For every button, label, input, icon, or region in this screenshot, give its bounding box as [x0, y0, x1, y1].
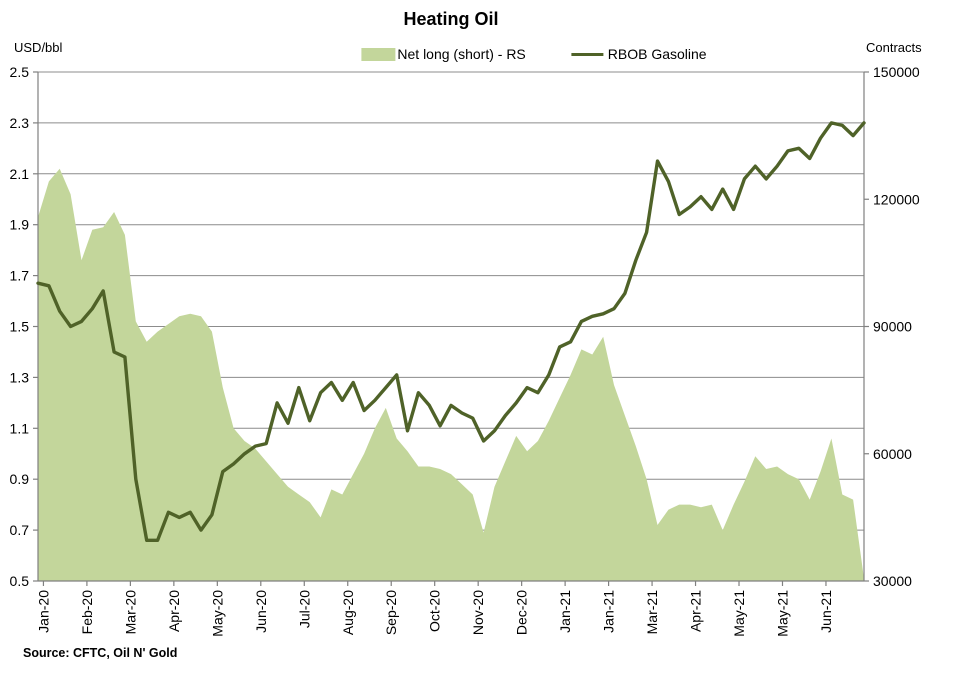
left-axis-tick-label: 0.5	[10, 573, 30, 589]
x-axis-tick-label: Jan-21	[601, 590, 617, 633]
left-axis-tick-label: 1.9	[10, 217, 30, 233]
chart-title: Heating Oil	[403, 9, 499, 29]
right-axis-tick-label: 30000	[873, 573, 912, 589]
area-series-net-long	[38, 168, 864, 581]
line-swatch-icon	[571, 52, 604, 56]
axes	[33, 71, 869, 586]
x-axis-tick-label: Dec-20	[514, 590, 530, 635]
x-axis-tick-label: Jun-21	[818, 590, 834, 633]
x-axis-tick-label: May-21	[731, 590, 747, 637]
left-axis-tick-label: 0.7	[10, 522, 30, 538]
right-axis-tick-label: 150000	[873, 64, 920, 80]
right-axis-tick-label: 60000	[873, 446, 912, 462]
x-axis-tick-label: Jul-20	[296, 590, 312, 628]
right-axis-labels: 150000 120000 90000 60000 30000	[873, 64, 920, 589]
left-axis-tick-label: 2.3	[10, 115, 30, 131]
left-axis-tick-label: 2.1	[10, 166, 30, 182]
left-axis-tick-label: 1.3	[10, 369, 30, 385]
x-axis-labels: Jan-20 Feb-20 Mar-20 Apr-20 May-20 Jun-20 Jul-…	[35, 590, 834, 637]
source-note: Source: CFTC, Oil N' Gold	[23, 646, 178, 660]
line-series-rbob	[36, 121, 866, 542]
legend-label-rbob: RBOB Gasoline	[607, 46, 707, 62]
left-axis-tick-label: 2.5	[10, 64, 30, 80]
area-swatch-icon	[361, 47, 396, 61]
legend-item-net-long: Net long (short) - RS	[361, 46, 526, 62]
left-axis-labels: 2.5 2.3 2.1 1.9 1.7 1.5 1.3 1.1 0.9 0.7 0.5	[10, 64, 30, 589]
x-axis-tick-label: Apr-21	[688, 590, 704, 632]
legend-label-net-long: Net long (short) - RS	[397, 46, 526, 62]
legend-item-rbob: RBOB Gasoline	[571, 46, 707, 62]
x-axis-tick-label: Sep-20	[383, 590, 399, 635]
x-axis-tick-label: Jun-20	[253, 590, 269, 633]
x-axis-tick-label: Oct-20	[427, 590, 443, 632]
right-axis-tick-label: 90000	[873, 319, 912, 335]
left-axis-tick-label: 1.7	[10, 268, 30, 284]
left-axis-tick-label: 1.5	[10, 319, 30, 335]
x-axis-tick-label: Jan-20	[35, 590, 51, 633]
right-axis-unit-label: Contracts	[866, 40, 922, 55]
x-axis-tick-label: Mar-20	[122, 590, 138, 635]
x-axis-tick-label: Nov-20	[470, 590, 486, 635]
left-axis-unit-label: USD/bbl	[14, 40, 63, 55]
x-axis-tick-label: Jan-21	[557, 590, 573, 633]
x-axis-tick-label: Aug-20	[340, 590, 356, 635]
x-axis-tick-label: May-20	[209, 590, 225, 637]
left-axis-tick-label: 1.1	[10, 420, 30, 436]
left-axis-tick-label: 0.9	[10, 471, 30, 487]
x-axis-tick-label: Mar-21	[644, 590, 660, 635]
x-axis-tick-label: Apr-20	[166, 590, 182, 632]
legend: Net long (short) - RS RBOB Gasoline	[361, 46, 707, 62]
x-axis-tick-label: May-21	[774, 590, 790, 637]
right-axis-tick-label: 120000	[873, 191, 920, 207]
x-axis-tick-label: Feb-20	[79, 590, 95, 635]
